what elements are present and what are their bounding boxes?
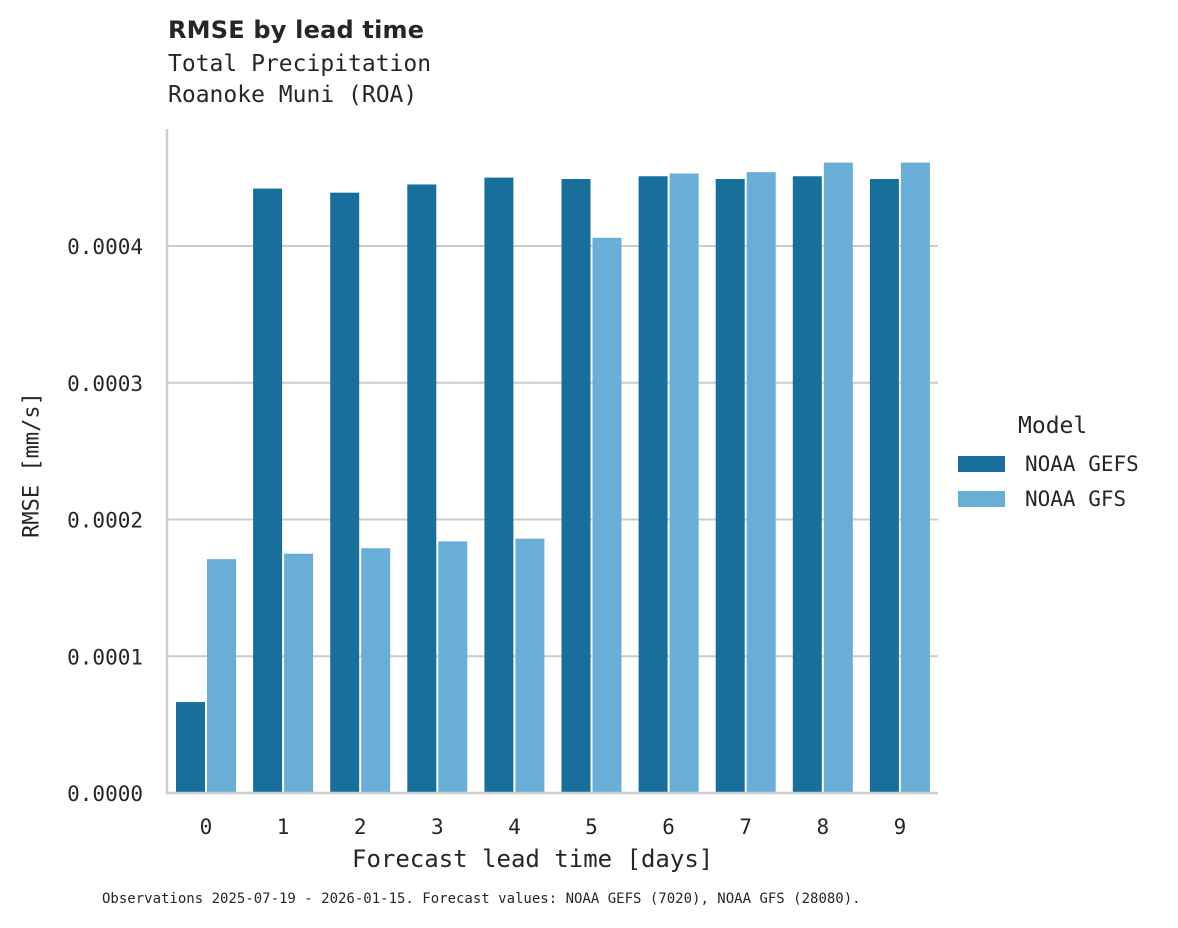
bar-noaa-gefs-day-1 — [253, 188, 283, 793]
bar-noaa-gfs-day-2 — [361, 548, 391, 793]
bar-noaa-gefs-day-9 — [869, 178, 899, 793]
x-tick-label: 7 — [739, 815, 752, 839]
x-tick-label: 2 — [354, 815, 367, 839]
y-tick-labels: 0.0000 0.0001 0.0002 0.0003 0.0004 — [67, 235, 143, 806]
bar-noaa-gefs-day-4 — [484, 177, 514, 793]
x-tick-label: 9 — [894, 815, 907, 839]
bar-noaa-gefs-day-5 — [561, 178, 591, 793]
y-tick-label: 0.0003 — [67, 372, 143, 396]
y-tick-label: 0.0004 — [67, 235, 143, 259]
bar-noaa-gfs-day-6 — [669, 173, 699, 793]
x-tick-label: 8 — [816, 815, 829, 839]
x-tick-label: 1 — [277, 815, 290, 839]
y-tick-label: 0.0002 — [67, 509, 143, 533]
bar-noaa-gfs-day-8 — [823, 162, 853, 793]
axes — [165, 129, 938, 795]
bar-noaa-gfs-day-7 — [746, 172, 776, 793]
legend-item-gfs: NOAA GFS — [958, 487, 1126, 511]
bar-noaa-gfs-day-4 — [515, 538, 545, 793]
y-tick-label: 0.0000 — [67, 782, 143, 806]
legend-swatch-gfs — [958, 491, 1005, 507]
footnote: Observations 2025-07-19 - 2026-01-15. Fo… — [102, 891, 861, 907]
x-tick-label: 6 — [662, 815, 675, 839]
legend-label: NOAA GEFS — [1025, 452, 1139, 476]
bar-noaa-gefs-day-7 — [715, 178, 745, 793]
chart-subtitle-variable: Total Precipitation — [168, 51, 432, 77]
legend-item-gefs: NOAA GEFS — [958, 452, 1139, 476]
bar-noaa-gefs-day-0 — [176, 702, 205, 793]
x-tick-label: 3 — [431, 815, 444, 839]
bar-noaa-gfs-day-0 — [207, 559, 236, 793]
bar-noaa-gfs-day-3 — [438, 541, 468, 793]
chart-subtitle-station: Roanoke Muni (ROA) — [168, 82, 418, 108]
legend-swatch-gefs — [958, 456, 1005, 472]
bar-noaa-gefs-day-3 — [407, 184, 437, 793]
legend-title: Model — [1018, 413, 1088, 439]
x-tick-label: 0 — [200, 815, 213, 839]
y-axis-label: RMSE [mm/s] — [19, 392, 45, 538]
x-tick-label: 5 — [585, 815, 598, 839]
chart-title: RMSE by lead time — [168, 16, 425, 44]
bar-noaa-gefs-day-6 — [638, 176, 668, 793]
x-axis-label: Forecast lead time [days] — [352, 845, 714, 873]
y-tick-label: 0.0001 — [67, 645, 143, 669]
x-tick-label: 4 — [508, 815, 521, 839]
x-tick-labels: 0 1 2 3 4 5 6 7 8 9 — [200, 815, 907, 839]
bar-noaa-gfs-day-1 — [284, 553, 314, 793]
legend-label: NOAA GFS — [1025, 487, 1127, 511]
bar-noaa-gefs-day-8 — [792, 176, 822, 793]
bar-noaa-gefs-day-2 — [330, 192, 360, 794]
bar-series — [176, 162, 930, 794]
y-gridlines — [167, 245, 938, 658]
bar-noaa-gfs-day-9 — [900, 162, 930, 793]
bar-noaa-gfs-day-5 — [592, 237, 622, 794]
